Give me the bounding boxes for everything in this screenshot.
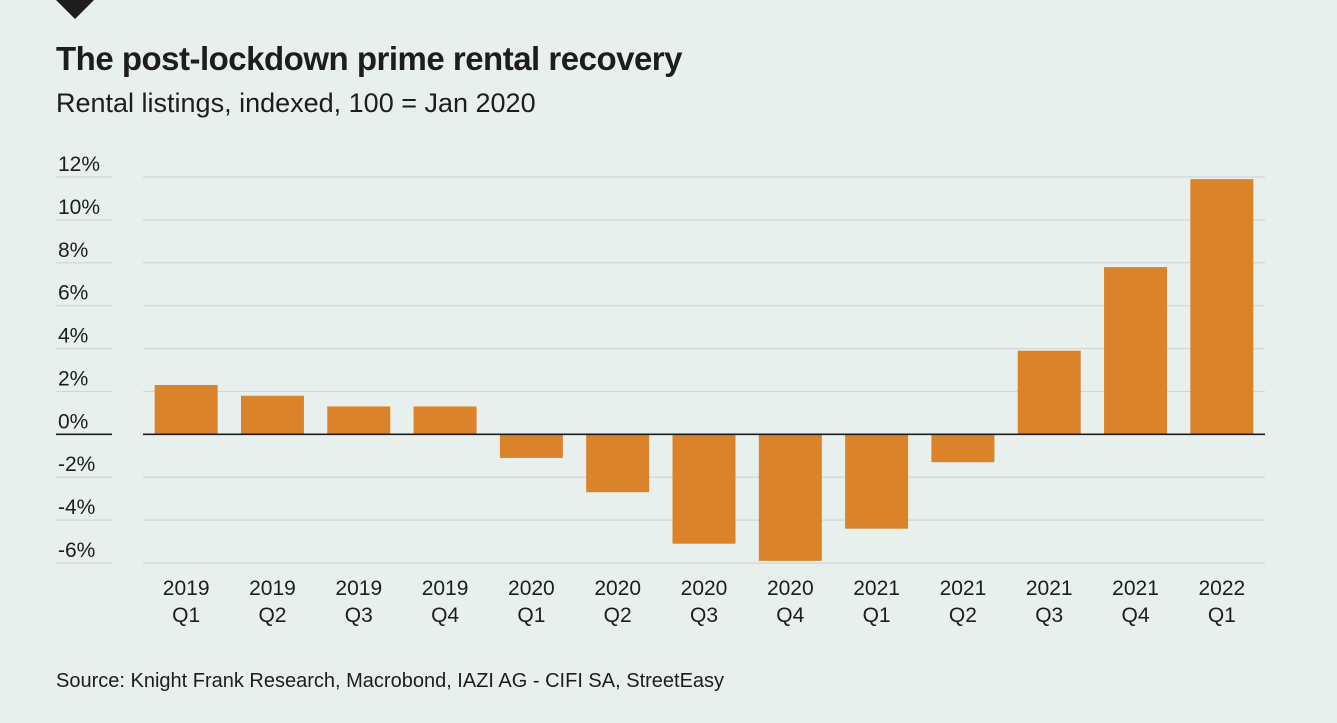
bar-2020-q3 [672,434,736,544]
x-tick-year: 2020 [681,577,728,600]
x-tick-year: 2021 [940,577,987,600]
bar-2020-q1 [499,434,563,458]
x-tick-year: 2019 [249,577,296,600]
y-tick-label: -4% [58,496,95,519]
x-tick-year: 2021 [853,577,900,600]
bar-2021-q4 [1104,267,1168,435]
bar-2019-q3 [327,406,391,435]
x-tick-quarter: Q1 [1208,604,1236,627]
x-tick-year: 2020 [508,577,555,600]
y-tick-label: -6% [58,539,95,562]
x-tick-quarter: Q2 [949,604,977,627]
x-tick-year: 2019 [422,577,469,600]
x-axis-ticks: 2019 Q1 2019 Q2 2019 Q3 2019 Q4 2020 Q1 2020 Q2 2020… [163,577,1245,627]
bar-2019-q4 [413,406,477,435]
y-tick-label: 12% [58,153,100,176]
bar-2022-q1 [1190,179,1254,435]
x-tick-year: 2019 [335,577,382,600]
y-tick-label: 8% [58,239,88,262]
bar-chart: 12%10%8%6%4%2%0%-2%-4%-6% 2019Q12019Q220… [56,153,1265,627]
x-tick-year: 2020 [767,577,814,600]
x-tick-quarter: Q4 [776,604,804,627]
x-tick-quarter: Q3 [345,604,373,627]
x-tick-quarter: Q2 [604,604,632,627]
x-tick-quarter: Q4 [1122,604,1150,627]
y-axis-ticks: 12% 10% 8% 6% 4% 2% 0% -2% -4% -6% [58,153,100,562]
x-tick-quarter: Q3 [1035,604,1063,627]
x-tick-quarter: Q4 [431,604,459,627]
x-tick-year: 2022 [1198,577,1245,600]
chart-subtitle: Rental listings, indexed, 100 = Jan 2020 [56,88,536,118]
source-note: Source: Knight Frank Research, Macrobond… [56,670,725,692]
bar-2020-q4 [758,434,822,561]
y-tick-label: 6% [58,282,88,305]
bar-2021-q3 [1017,350,1081,435]
bar-2021-q2 [931,434,995,463]
gridlines [56,176,1265,564]
bars [154,179,1254,561]
x-tick-year: 2020 [594,577,641,600]
x-tick-year: 2021 [1026,577,1073,600]
x-tick-quarter: Q3 [690,604,718,627]
y-tick-label: 0% [58,410,88,433]
y-tick-label: -2% [58,453,95,476]
triangle-down-icon [56,0,94,19]
bar-2019-q1 [154,385,218,435]
x-tick-quarter: Q2 [258,604,286,627]
chart-title: The post-lockdown prime rental recovery [56,40,683,77]
x-tick-quarter: Q1 [517,604,545,627]
bar-2019-q2 [240,395,304,435]
y-tick-label: 4% [58,325,88,348]
bar-2020-q2 [586,434,650,493]
x-tick-quarter: Q1 [172,604,200,627]
x-tick-quarter: Q1 [863,604,891,627]
bar-2021-q1 [845,434,909,529]
y-tick-label: 2% [58,367,88,390]
y-tick-label: 10% [58,196,100,219]
x-tick-year: 2021 [1112,577,1159,600]
x-tick-year: 2019 [163,577,210,600]
